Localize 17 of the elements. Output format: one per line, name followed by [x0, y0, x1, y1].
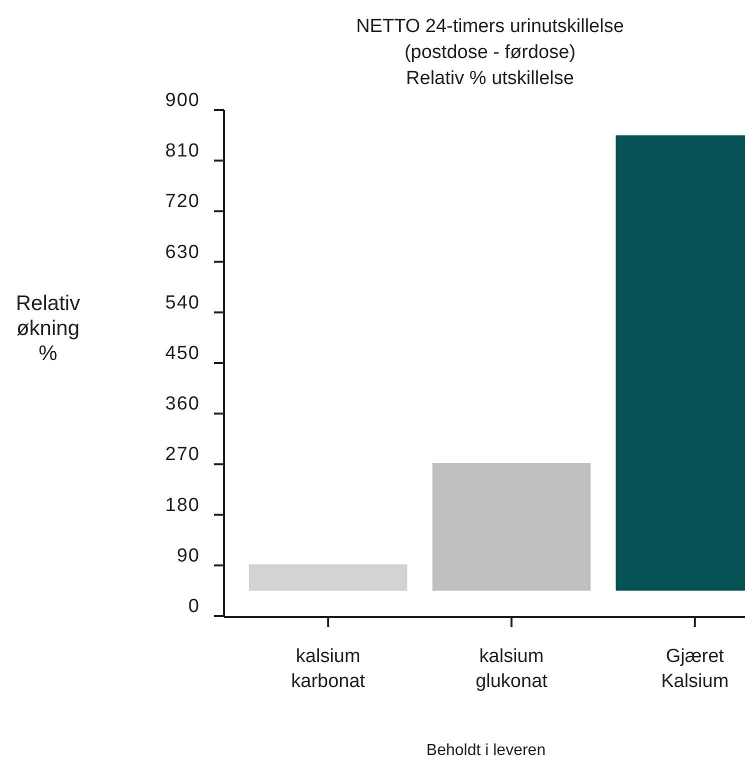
chart-title: NETTO 24-timers urinutskillelse (postdose - førdose) Relativ % utskillelse: [356, 16, 624, 89]
x-tick-label: Gjæret Kalsium: [661, 646, 729, 692]
y-tick-label: 810: [165, 140, 200, 162]
y-tick-label: 360: [165, 394, 200, 415]
y-tick-label: 720: [165, 191, 200, 212]
y-tick-label: 900: [165, 90, 200, 112]
y-tick-label: 270: [165, 444, 200, 466]
y-axis-title: Relativ økning %: [16, 292, 81, 365]
x-tick-label: kalsium karbonat: [291, 646, 366, 692]
y-tick-label: 630: [165, 242, 200, 263]
x-tick-label: kalsium glukonat: [476, 646, 548, 692]
x-axis-title: Beholdt i leveren: [426, 742, 546, 759]
y-tick-label: 540: [165, 292, 200, 314]
y-tick-label: 0: [188, 596, 200, 618]
y-tick-label: 450: [165, 343, 200, 364]
y-tick-label: 90: [176, 545, 200, 566]
y-tick-label: 180: [165, 494, 200, 516]
